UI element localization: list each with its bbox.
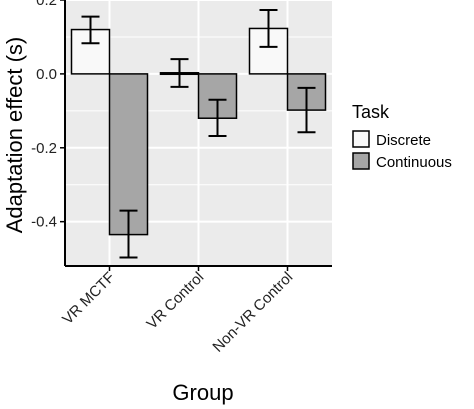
y-tick-label: -0.2: [31, 140, 57, 157]
error-bar-continuous-1: [119, 209, 138, 259]
error-bar-continuous-3: [297, 86, 316, 134]
legend-swatch-continuous: [352, 152, 370, 170]
legend-label-discrete: Discrete: [376, 132, 431, 149]
y-tick-label: 0.2: [36, 0, 57, 9]
legend-swatch-discrete: [352, 130, 370, 148]
error-bars: [81, 8, 316, 259]
bars: [70, 27, 327, 236]
error-bar-discrete-1: [81, 15, 100, 45]
x-axis-title: Group: [172, 380, 233, 405]
x-axis-ticks: VR MCTF VR Control Non-VR Control: [59, 266, 296, 356]
y-tick-label: -0.4: [31, 214, 57, 231]
x-tick-label: Non-VR Control: [209, 269, 296, 356]
legend-label-continuous: Continuous: [376, 154, 452, 171]
y-tick-label: 0.0: [36, 66, 57, 83]
error-bar-discrete-2: [170, 58, 189, 88]
error-bar-continuous-2: [208, 98, 227, 137]
x-tick-label: VR MCTF: [59, 269, 118, 328]
bar-continuous-1: [108, 73, 149, 236]
legend-title: Task: [352, 102, 390, 122]
y-axis-title: Adaptation effect (s): [2, 37, 27, 234]
x-tick-label: VR Control: [143, 269, 207, 333]
error-bar-discrete-3: [259, 8, 278, 48]
y-axis-ticks: 0.2 0.0 -0.2 -0.4: [31, 0, 65, 231]
legend: Task Discrete Continuous: [352, 102, 452, 171]
